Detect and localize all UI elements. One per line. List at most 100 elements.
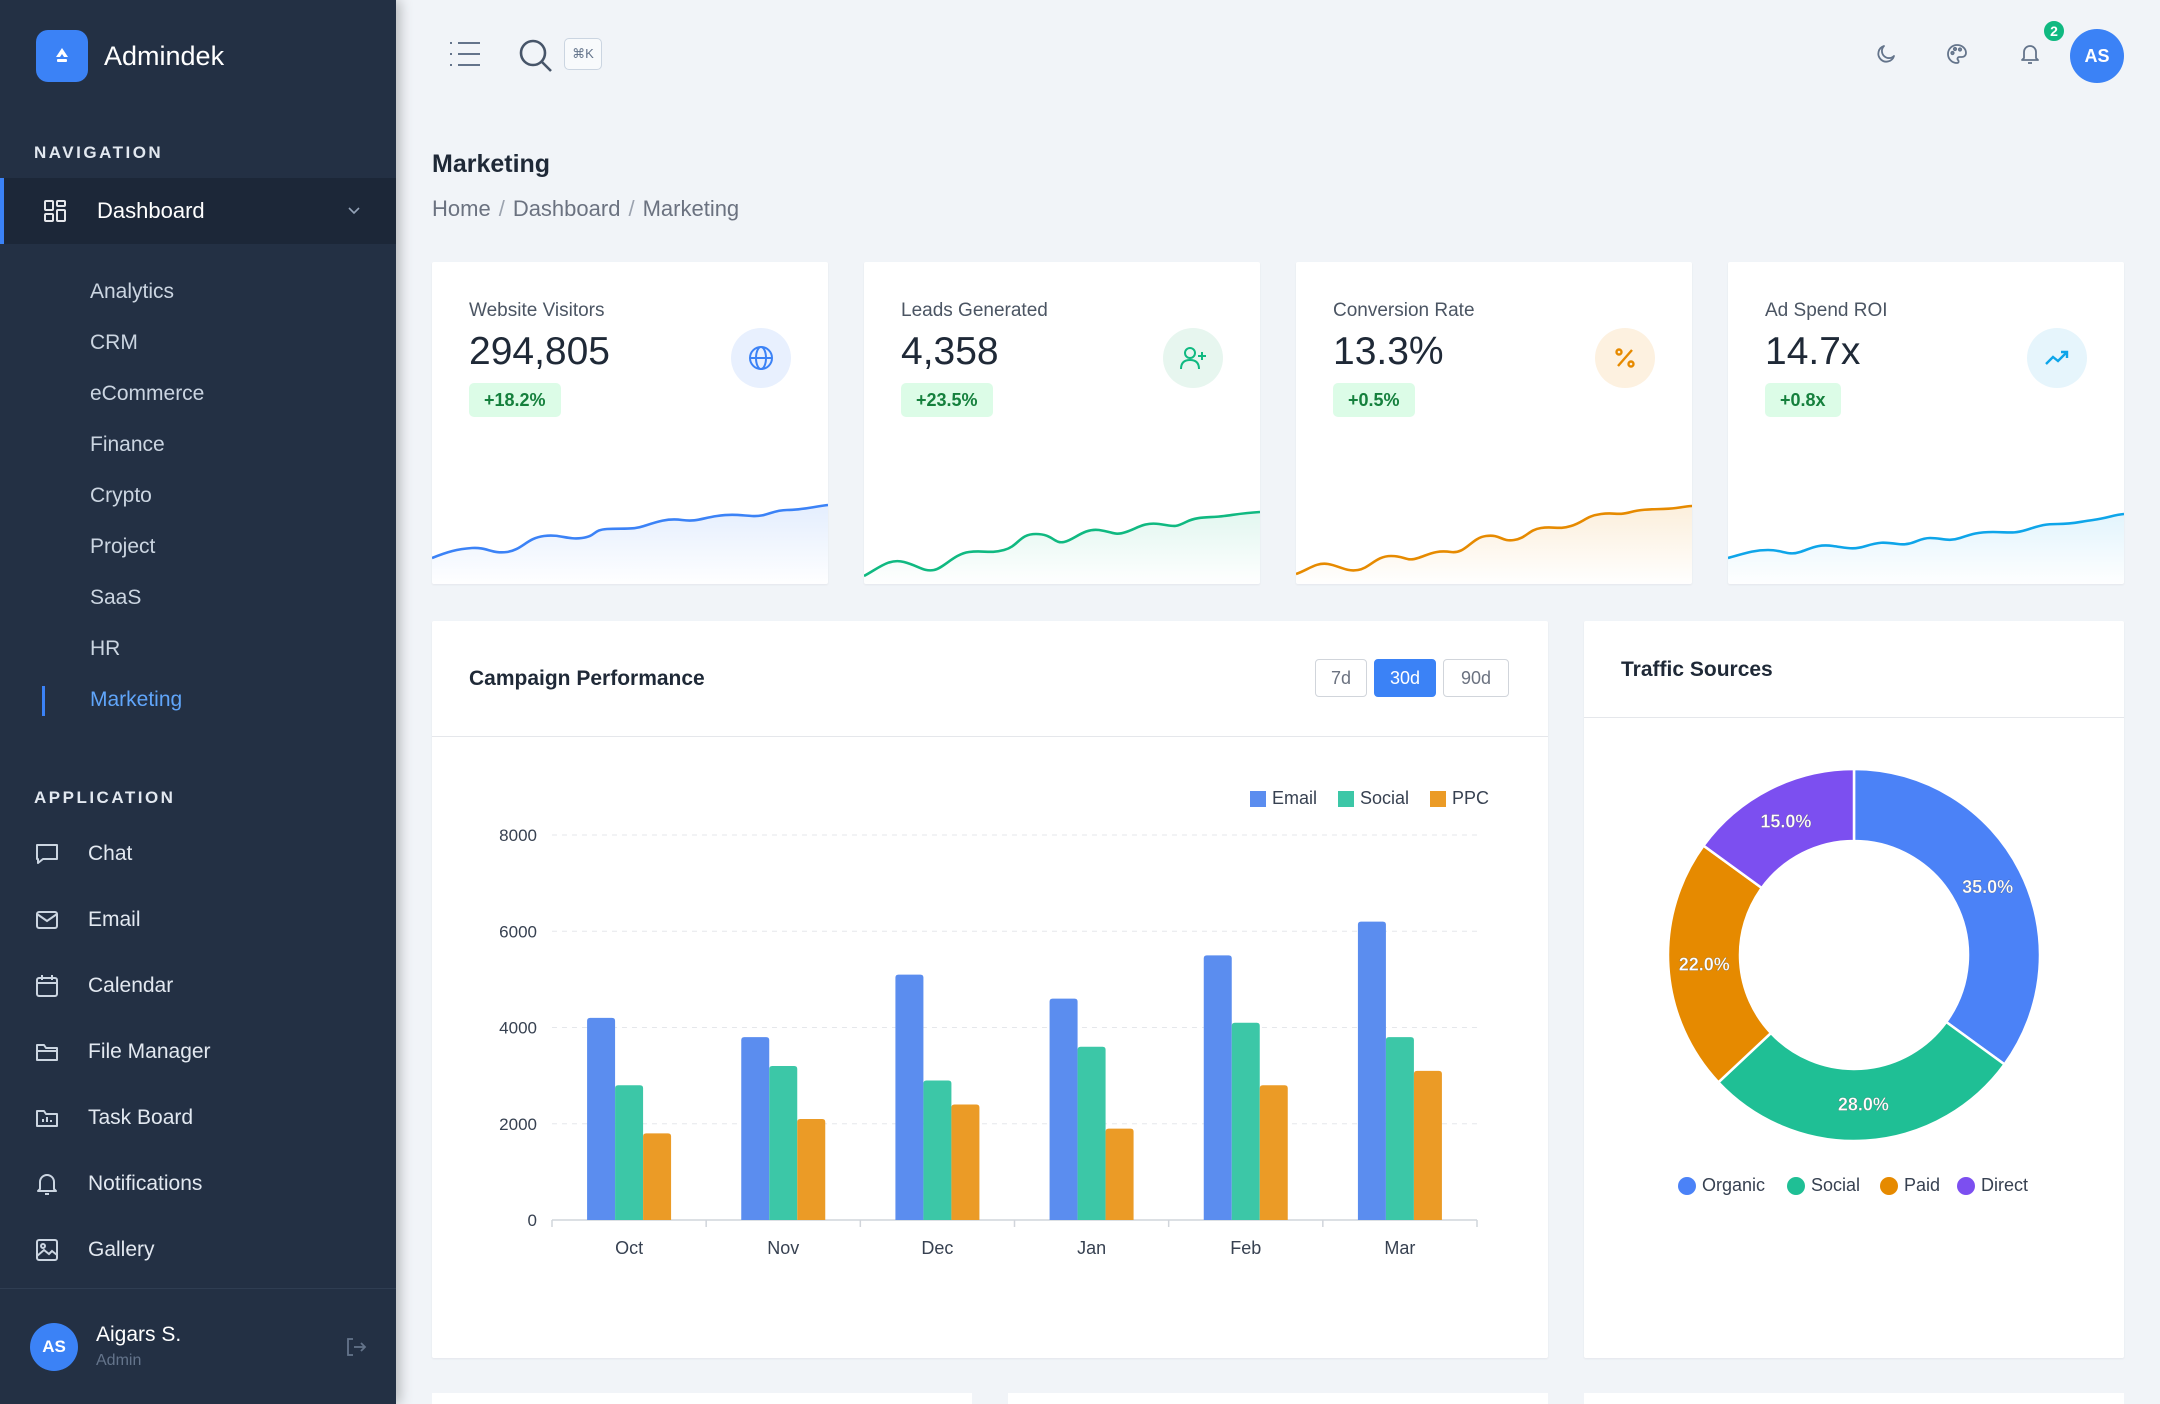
sidebar-item-saas[interactable]: SaaS [90, 586, 142, 609]
legend-label: Social [1811, 1175, 1861, 1195]
user-name: Aigars S. [96, 1323, 182, 1346]
user-plus-icon [1163, 328, 1223, 388]
stat-value: 294,805 [469, 330, 610, 373]
range-7d-button[interactable]: 7d [1315, 659, 1367, 697]
sidebar-item-crypto[interactable]: Crypto [90, 484, 152, 507]
sidebar-item-task-board-label: Task Board [88, 1106, 194, 1129]
bar-social-oct [615, 1085, 644, 1220]
stat-value: 4,358 [901, 330, 999, 373]
stat-label: Website Visitors [469, 300, 605, 321]
stat-delta-badge: +23.5% [901, 383, 993, 417]
brand[interactable]: Admindek [36, 30, 224, 82]
range-30d-button[interactable]: 30d [1374, 659, 1436, 697]
bar-social-feb [1231, 1022, 1260, 1220]
breadcrumb-dashboard[interactable]: Dashboard [512, 196, 621, 221]
sidebar-item-chat[interactable]: Chat [0, 826, 396, 882]
logout-icon[interactable] [344, 1335, 368, 1364]
x-tick-label: Nov [767, 1238, 799, 1258]
bar-ppc-mar [1413, 1070, 1442, 1220]
legend-item-paid[interactable]: Paid [1880, 1175, 1940, 1196]
bar-email-jan [1049, 998, 1078, 1220]
donut-slice-direct [1701, 767, 1856, 890]
breadcrumb-current: Marketing [642, 196, 740, 221]
donut-slice-label: 22.0% [1679, 954, 1730, 974]
legend-item-email[interactable]: Email [1250, 788, 1317, 809]
sidebar-item-dashboard-label: Dashboard [97, 198, 205, 223]
sparkline-conversion-rate [1296, 504, 1692, 584]
legend-label: Organic [1702, 1175, 1766, 1195]
panel-divider [1584, 717, 2124, 718]
traffic-sources-card: Traffic Sources 35.0% 28.0% 22.0% 15.0% Org… [1584, 621, 2124, 1358]
avatar[interactable]: AS [30, 1323, 78, 1371]
stat-card-leads-generated: Leads Generated 4,358 +23.5% [864, 262, 1260, 584]
bar-email-feb [1203, 955, 1232, 1220]
search-icon[interactable] [518, 38, 554, 79]
bar-social-dec [923, 1080, 952, 1220]
legend-label: Email [1272, 788, 1318, 808]
x-tick-label: Oct [615, 1238, 643, 1258]
navigation-section-title: NAVIGATION [34, 143, 164, 162]
bar-ppc-nov [797, 1118, 826, 1220]
menu-toggle-icon[interactable] [448, 40, 482, 73]
sidebar-item-hr[interactable]: HR [90, 637, 121, 660]
palette-icon[interactable] [1945, 42, 1969, 71]
y-tick-label: 0 [528, 1211, 537, 1230]
user-role: Admin [96, 1352, 142, 1369]
bar-social-nov [769, 1066, 798, 1220]
legend-item-ppc[interactable]: PPC [1430, 788, 1489, 809]
legend-item-social[interactable]: Social [1787, 1175, 1860, 1196]
legend-item-organic[interactable]: Organic [1678, 1175, 1765, 1196]
bar-email-nov [741, 1037, 770, 1220]
legend-label: PPC [1452, 788, 1490, 808]
sidebar-item-marketing[interactable]: Marketing [90, 688, 183, 711]
bottom-card [1584, 1393, 2124, 1404]
legend-item-social[interactable]: Social [1338, 788, 1409, 809]
folder-icon [34, 1039, 60, 1070]
notification-bell-icon[interactable] [2018, 42, 2042, 71]
sidebar-item-finance[interactable]: Finance [90, 433, 165, 456]
sidebar-item-project[interactable]: Project [90, 535, 156, 558]
sidebar-item-file-manager[interactable]: File Manager [0, 1024, 396, 1080]
chevron-down-icon [346, 202, 362, 223]
breadcrumb: Home / Dashboard / Marketing [432, 196, 739, 222]
sidebar-item-crm[interactable]: CRM [90, 331, 138, 354]
stat-label: Leads Generated [901, 300, 1048, 321]
sidebar-item-email[interactable]: Email [0, 892, 396, 948]
chat-icon [34, 841, 60, 872]
y-tick-label: 4000 [499, 1019, 537, 1038]
sparkline-website-visitors [432, 503, 828, 584]
sidebar-item-gallery-label: Gallery [88, 1238, 155, 1261]
traffic-sources-title: Traffic Sources [1621, 658, 1773, 681]
legend-swatch [1880, 1176, 1898, 1195]
sidebar-user-panel: AS Aigars S. Admin [0, 1288, 396, 1404]
sidebar-item-notifications[interactable]: Notifications [0, 1156, 396, 1212]
bar-email-oct [587, 1017, 616, 1220]
bar-ppc-feb [1259, 1085, 1288, 1220]
x-tick-label: Jan [1077, 1238, 1106, 1258]
sidebar-item-gallery[interactable]: Gallery [0, 1222, 396, 1278]
legend-item-direct[interactable]: Direct [1957, 1175, 2028, 1196]
bar-ppc-dec [951, 1104, 980, 1220]
brand-logo-icon [36, 30, 88, 82]
sidebar-item-task-board[interactable]: Task Board [0, 1090, 396, 1146]
legend-swatch [1678, 1176, 1696, 1195]
range-90d-button[interactable]: 90d [1443, 659, 1509, 697]
legend-swatch [1957, 1176, 1975, 1195]
sidebar-item-dashboard[interactable]: Dashboard [0, 178, 396, 244]
moon-icon[interactable] [1874, 42, 1898, 71]
stat-card-conversion-rate: Conversion Rate 13.3% +0.5% [1296, 262, 1692, 584]
calendar-icon [34, 973, 60, 1004]
y-tick-label: 2000 [499, 1115, 537, 1134]
globe-icon [731, 328, 791, 388]
stat-delta-badge: +0.5% [1333, 383, 1415, 417]
legend-label: Direct [1981, 1175, 2029, 1195]
legend-label: Social [1360, 788, 1410, 808]
legend-swatch [1338, 790, 1354, 807]
sidebar-item-analytics[interactable]: Analytics [90, 280, 175, 303]
top-avatar[interactable]: AS [2070, 29, 2124, 83]
sidebar-item-ecommerce[interactable]: eCommerce [90, 382, 205, 405]
page-title: Marketing [432, 150, 551, 178]
breadcrumb-home[interactable]: Home [432, 196, 491, 221]
donut-slice-organic [1852, 767, 2042, 1067]
sidebar-item-calendar[interactable]: Calendar [0, 958, 396, 1014]
